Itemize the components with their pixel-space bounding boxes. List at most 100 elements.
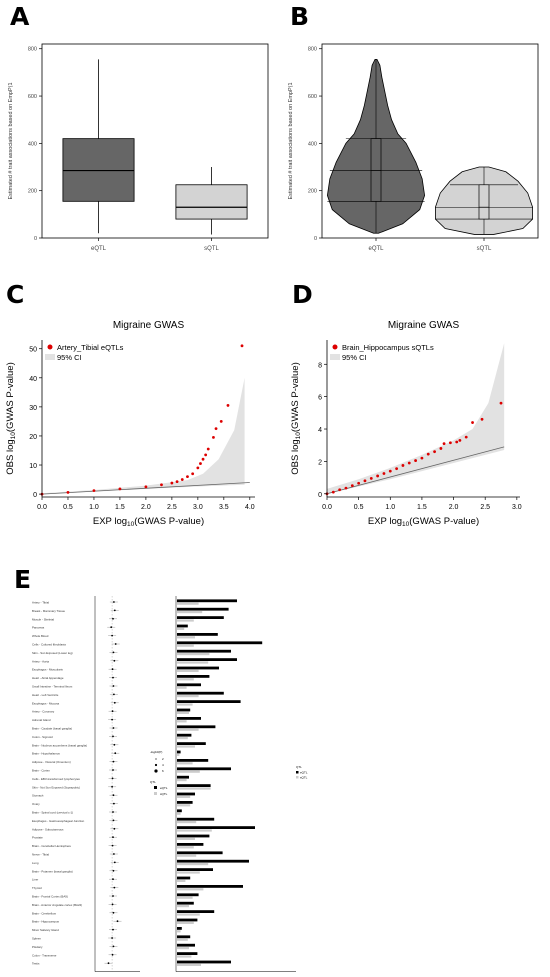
legend-size-label: 4 xyxy=(162,763,164,767)
qq-point xyxy=(201,457,205,461)
legend-size-marker xyxy=(154,763,158,767)
y-tick-label: 20 xyxy=(29,434,37,441)
y-tick-label: 4 xyxy=(318,427,322,434)
forest-point xyxy=(112,836,114,839)
qq-point xyxy=(66,490,70,494)
bar-eqtl xyxy=(177,952,198,955)
bar-sqtl xyxy=(177,762,193,765)
tissue-label: Esophagus - Mucosa xyxy=(32,701,60,705)
tissue-label: Muscle - Skeletal xyxy=(32,617,54,621)
qq-point xyxy=(376,474,380,478)
tissue-label: Adipose - Visceral (Omentum) xyxy=(32,760,71,764)
legend-qtl-title: QTL xyxy=(150,780,156,784)
forest-point xyxy=(111,710,114,713)
bar-sqtl xyxy=(177,644,194,647)
forest-point xyxy=(112,878,114,881)
qq-point xyxy=(426,452,430,456)
forest-point xyxy=(111,718,113,721)
tissue-label: Breast - Mammary Tissue xyxy=(32,609,65,613)
chart-title: Migraine GWAS xyxy=(388,320,460,331)
bar-eqtl xyxy=(177,918,198,922)
bar-sqtl xyxy=(177,678,194,681)
bar-sqtl xyxy=(177,837,195,840)
qq-point xyxy=(388,469,392,473)
box-sQTL xyxy=(175,184,248,220)
bar-sqtl xyxy=(177,955,192,958)
qq-plot-panel-d: Migraine GWAS 0 2 4 6 8 0.0 0.5 1.0 1.5 2.0 2.5 3.0 E… xyxy=(290,320,522,528)
tissue-label: Artery - Aorta xyxy=(32,659,49,663)
bar-eqtl xyxy=(177,750,181,754)
bar-sqtl xyxy=(177,653,210,656)
y-tick-label: 200 xyxy=(308,189,317,195)
forest-point xyxy=(112,651,115,654)
forest-point xyxy=(113,701,116,704)
tissue-label: Thyroid xyxy=(32,886,42,890)
panel-label-b: B xyxy=(290,2,310,31)
x-tick-label: 0.0 xyxy=(322,504,332,511)
bar-eqtl xyxy=(177,658,237,661)
y-tick-label: 40 xyxy=(29,376,37,383)
bar-eqtl xyxy=(177,935,191,939)
inner-box xyxy=(370,138,382,202)
bar-eqtl xyxy=(177,834,210,838)
x-tick-label: eQTL xyxy=(368,246,384,252)
tissue-label: Artery - Tibial xyxy=(32,601,49,605)
bar-eqtl xyxy=(177,784,211,787)
forest-point xyxy=(112,945,115,948)
forest-point xyxy=(110,626,113,629)
tissue-label: Skin - Sun Exposed (Lower leg) xyxy=(32,651,73,655)
bar-eqtl xyxy=(177,792,195,796)
forest-point xyxy=(113,743,116,746)
bar-sqtl xyxy=(177,804,191,807)
y-tick-label: 2 xyxy=(318,459,322,466)
bar-eqtl xyxy=(177,859,249,863)
qq-point xyxy=(471,421,474,424)
qq-point xyxy=(442,442,446,445)
bar-eqtl xyxy=(177,691,224,695)
tissue-label: Small Intestine - Terminal Ileum xyxy=(32,685,73,689)
qq-point xyxy=(240,344,244,348)
inner-box xyxy=(478,184,490,220)
bar-sqtl xyxy=(177,863,209,866)
bar-eqtl xyxy=(177,927,182,930)
x-axis-label: EXP log10(GWAS P-value) xyxy=(368,516,479,528)
tissue-label: Colon - Transverse xyxy=(32,953,57,957)
forest-point xyxy=(111,844,114,847)
bar-sqtl xyxy=(177,896,193,899)
qq-point xyxy=(199,462,202,465)
tissue-label: Cells - Cultured fibroblasts xyxy=(32,643,66,647)
tissue-label: Spleen xyxy=(32,937,41,941)
forest-point xyxy=(113,609,116,612)
legend-marker-ci xyxy=(45,354,55,360)
legend-right-eqtl-label: eQTL xyxy=(300,771,308,775)
forest-point xyxy=(107,962,110,965)
x-tick-label: 2.0 xyxy=(141,504,151,511)
bar-sqtl xyxy=(177,695,199,698)
qq-point xyxy=(350,484,354,488)
bar-sqtl xyxy=(177,829,212,832)
y-tick-label: 8 xyxy=(318,362,322,369)
legend-size-label: 2 xyxy=(162,757,164,761)
tissue-label: Esophagus - Muscularis xyxy=(32,668,63,672)
bar-sqtl xyxy=(177,669,199,672)
tissue-label: Skin - Not Sun Exposed (Suprapubic) xyxy=(32,785,80,789)
bar-sqtl xyxy=(177,846,194,849)
legend-marker-points xyxy=(332,344,338,350)
tissue-label: Lung xyxy=(32,861,39,865)
bar-eqtl xyxy=(177,817,215,821)
bar-eqtl xyxy=(177,666,219,670)
forest-point xyxy=(111,785,113,788)
panel-label-e: E xyxy=(14,565,32,594)
forest-point xyxy=(112,794,115,797)
y-tick-label: 0 xyxy=(34,236,37,242)
tissue-label: Brain - Cerebellar Hemisphere xyxy=(32,844,71,848)
bar-eqtl xyxy=(177,633,218,636)
tissue-label: Adipose - Subcutaneous xyxy=(32,827,64,831)
bar-eqtl xyxy=(177,717,201,720)
qq-point xyxy=(382,472,386,475)
qq-point xyxy=(206,447,210,451)
forest-point xyxy=(114,643,117,645)
bar-sqtl xyxy=(177,602,199,605)
bar-sqtl xyxy=(177,963,201,966)
forest-point xyxy=(112,769,114,771)
